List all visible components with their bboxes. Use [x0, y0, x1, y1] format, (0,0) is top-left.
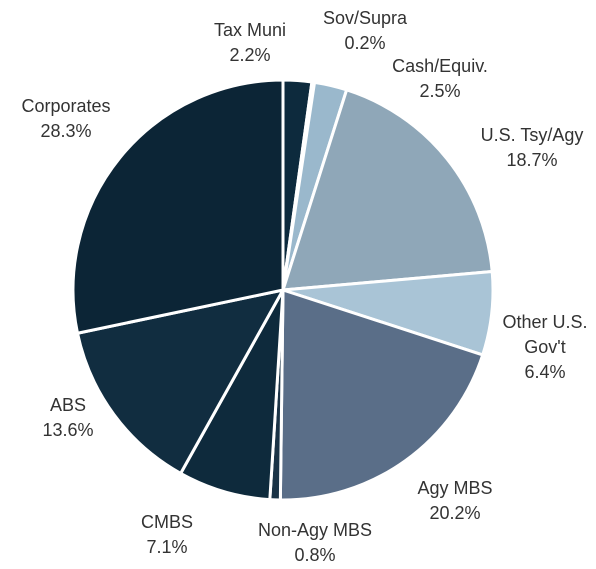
slice-label: Cash/Equiv. 2.5% [385, 54, 495, 104]
value-label: 2.2% [229, 45, 271, 65]
category-name: Other U.S. Gov't [502, 312, 588, 357]
value-label: 20.2% [429, 503, 481, 523]
category-name: ABS [49, 395, 87, 415]
slice-label: CMBS 7.1% [127, 510, 207, 560]
slice-label: Sov/Supra 0.2% [320, 6, 410, 56]
slice-label: Corporates 28.3% [11, 94, 121, 144]
slice-label: Non-Agy MBS 0.8% [250, 518, 380, 568]
category-name: Agy MBS [417, 478, 493, 498]
slice-label: Agy MBS 20.2% [405, 476, 505, 526]
category-name: Tax Muni [213, 20, 287, 40]
slice-label: Other U.S. Gov't 6.4% [500, 310, 590, 385]
category-name: Cash/Equiv. [392, 56, 488, 76]
slice-label: ABS 13.6% [28, 393, 108, 443]
slice-label: U.S. Tsy/Agy 18.7% [472, 123, 592, 173]
pie-slice [71, 78, 285, 335]
value-label: 0.8% [294, 545, 336, 565]
pie-slice [75, 288, 285, 475]
value-label: 2.5% [419, 81, 461, 101]
category-name: CMBS [140, 512, 193, 532]
pie-slice [278, 288, 485, 502]
value-label: 6.4% [524, 362, 566, 382]
value-label: 7.1% [146, 537, 188, 557]
category-name: Corporates [21, 96, 111, 116]
value-label: 0.2% [344, 33, 386, 53]
category-name: U.S. Tsy/Agy [480, 125, 584, 145]
pie-slice [281, 88, 494, 292]
category-name: Non-Agy MBS [257, 520, 373, 540]
category-name: Sov/Supra [322, 8, 408, 28]
value-label: 28.3% [40, 121, 92, 141]
value-label: 18.7% [506, 150, 558, 170]
slice-label: Tax Muni 2.2% [205, 18, 295, 68]
value-label: 13.6% [42, 420, 94, 440]
